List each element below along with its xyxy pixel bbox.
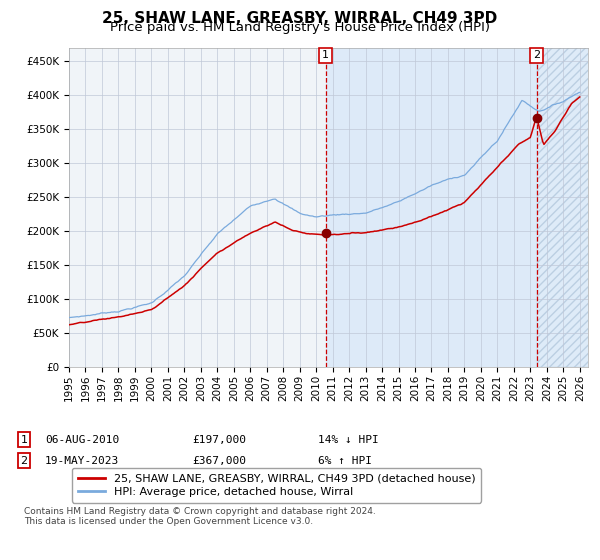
Bar	[536, 48, 596, 367]
Text: 06-AUG-2010: 06-AUG-2010	[45, 435, 119, 445]
Text: 6% ↑ HPI: 6% ↑ HPI	[318, 456, 372, 466]
Text: £367,000: £367,000	[192, 456, 246, 466]
Text: Price paid vs. HM Land Registry's House Price Index (HPI): Price paid vs. HM Land Registry's House …	[110, 21, 490, 34]
Text: 2: 2	[533, 50, 540, 60]
Text: 19-MAY-2023: 19-MAY-2023	[45, 456, 119, 466]
Bar	[326, 48, 536, 367]
Text: 2: 2	[20, 456, 28, 466]
Text: 25, SHAW LANE, GREASBY, WIRRAL, CH49 3PD: 25, SHAW LANE, GREASBY, WIRRAL, CH49 3PD	[103, 11, 497, 26]
Legend: 25, SHAW LANE, GREASBY, WIRRAL, CH49 3PD (detached house), HPI: Average price, d: 25, SHAW LANE, GREASBY, WIRRAL, CH49 3PD…	[72, 468, 481, 502]
Text: 1: 1	[20, 435, 28, 445]
Text: 1: 1	[322, 50, 329, 60]
Text: 14% ↓ HPI: 14% ↓ HPI	[318, 435, 379, 445]
Text: £197,000: £197,000	[192, 435, 246, 445]
Text: Contains HM Land Registry data © Crown copyright and database right 2024.
This d: Contains HM Land Registry data © Crown c…	[24, 507, 376, 526]
